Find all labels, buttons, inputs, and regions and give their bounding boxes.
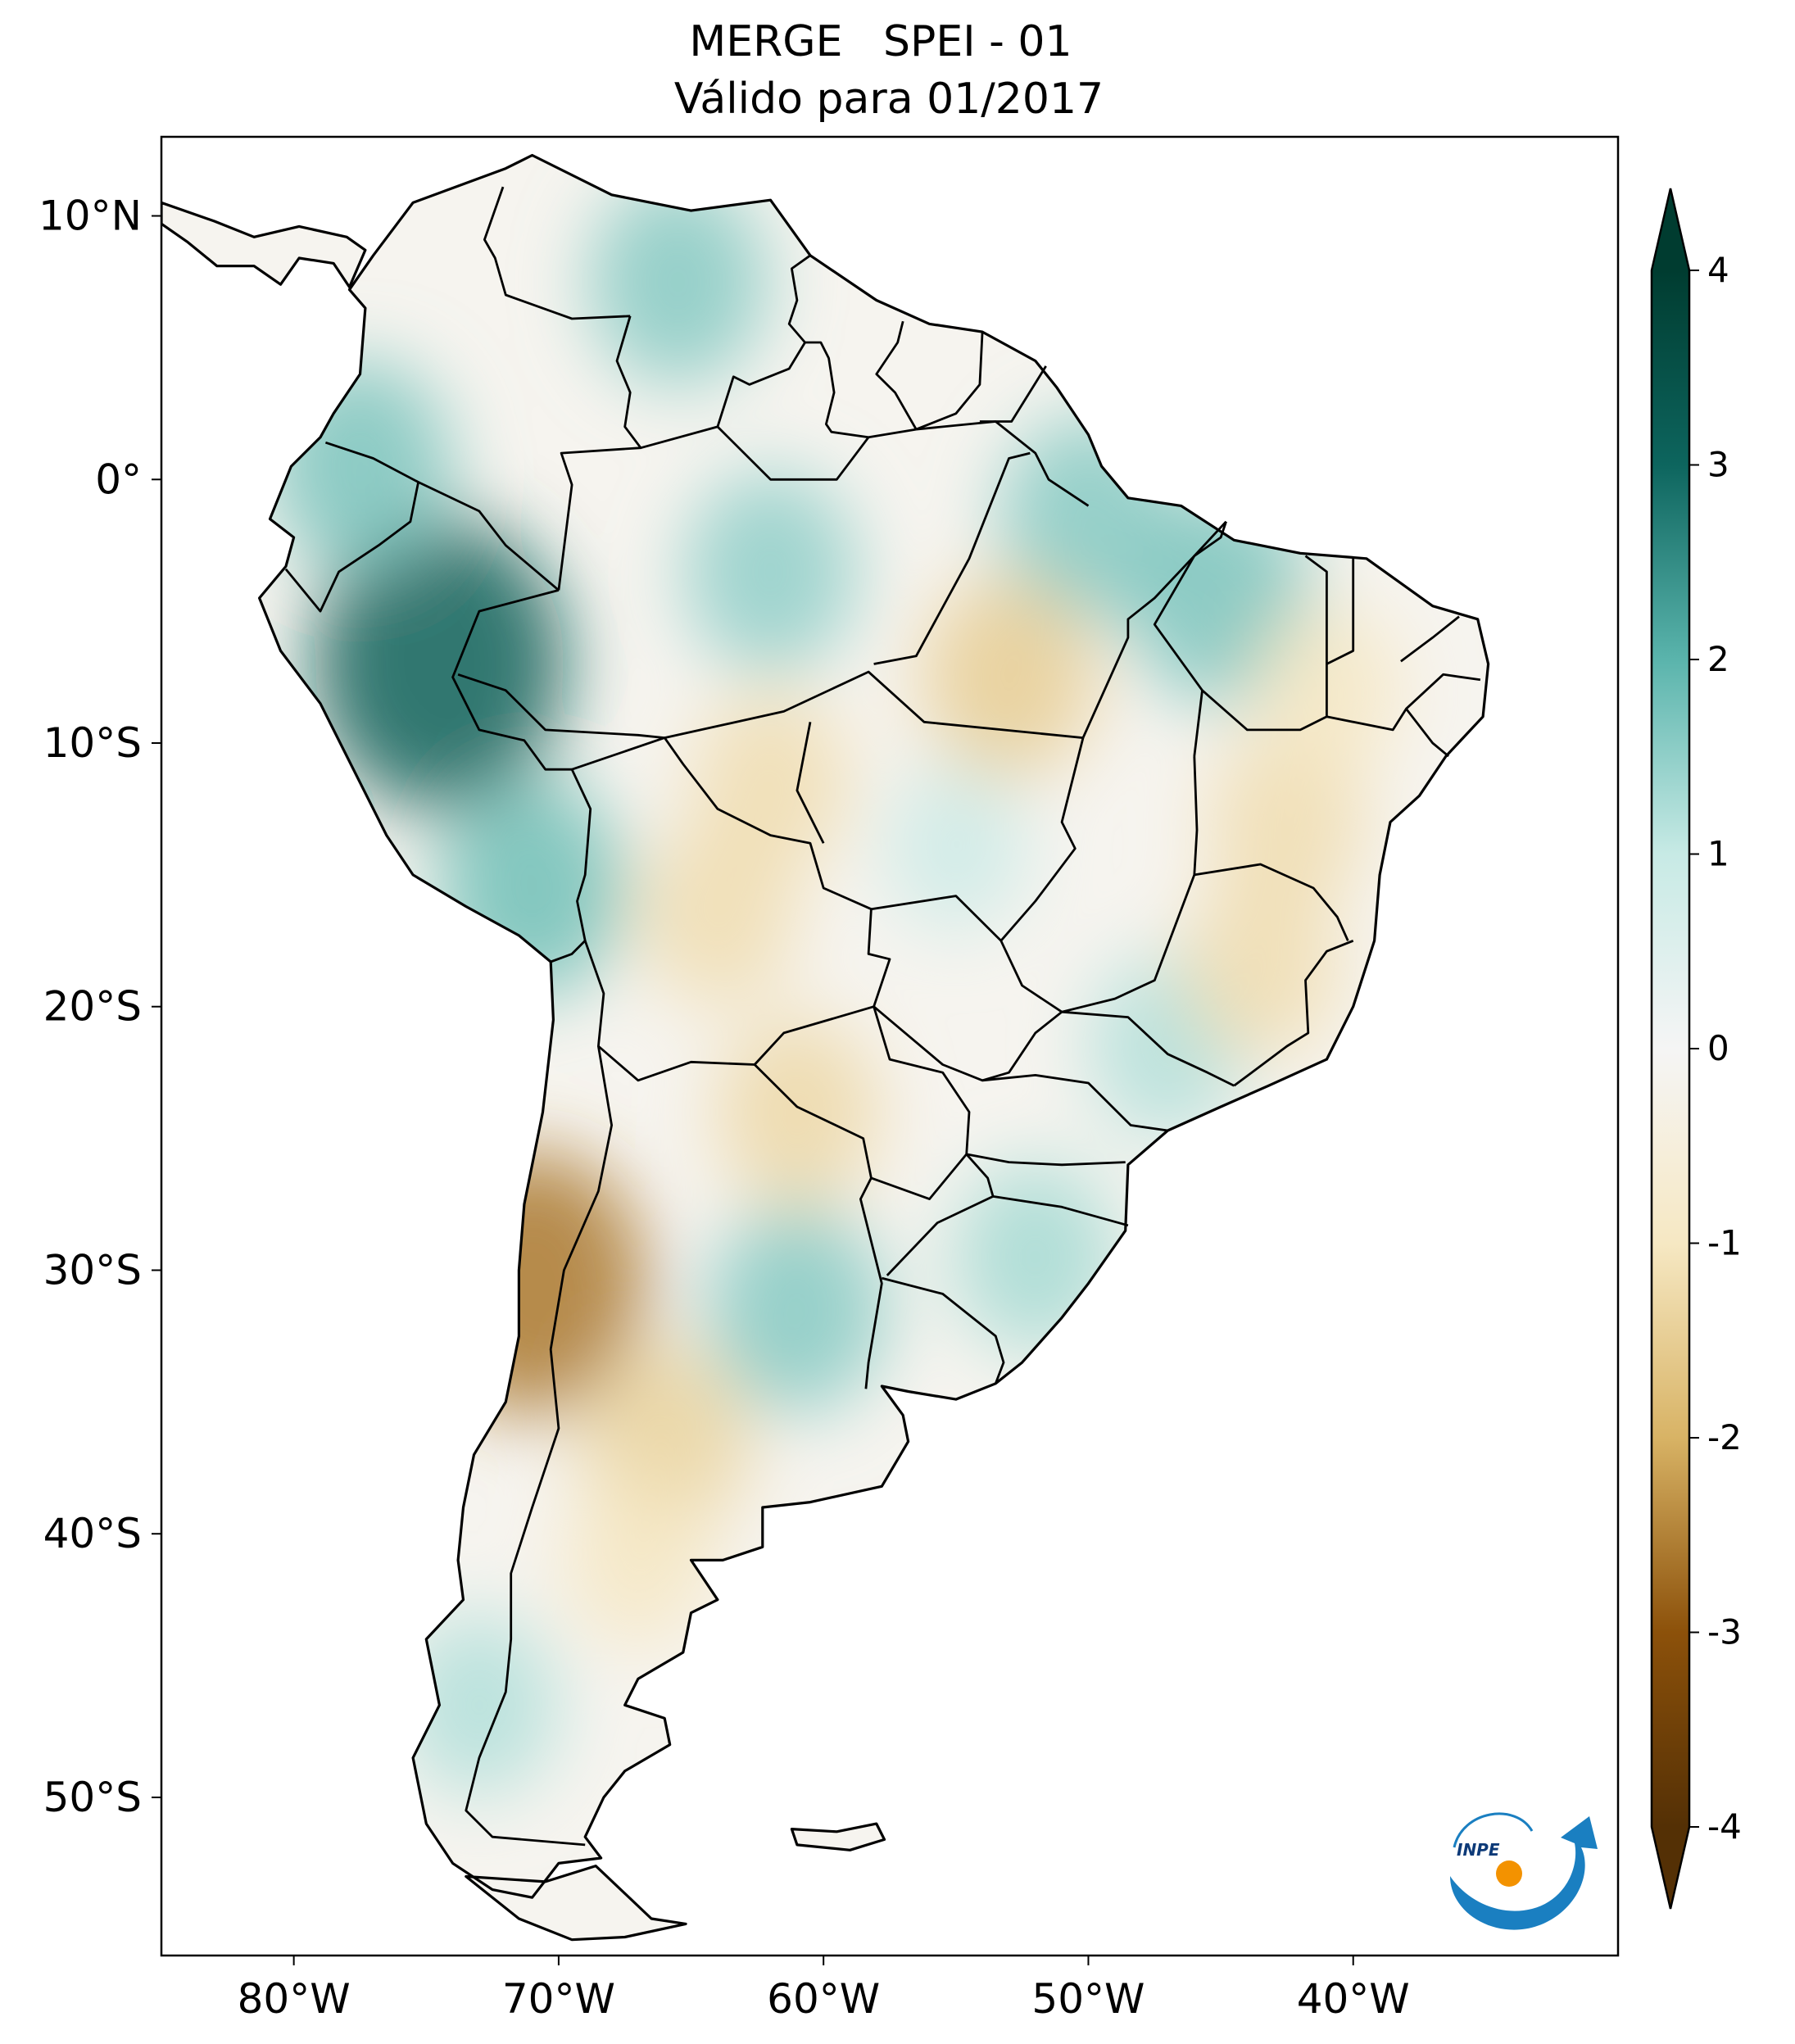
map-title-line1: MERGE SPEI - 01 <box>689 17 1072 66</box>
colorbar-tick-label: 0 <box>1707 1028 1729 1068</box>
logo-swoosh-icon <box>1450 1816 1598 1930</box>
y-tick-label: 10°N <box>39 193 142 240</box>
latitude-axis: 10°N 0° 10°S 20°S 30°S 40°S 50°S <box>39 193 161 1821</box>
internal-border <box>966 1153 1126 1167</box>
internal-border <box>916 420 1090 507</box>
internal-border <box>873 1005 1063 1082</box>
x-tick-label: 60°W <box>767 1975 880 2023</box>
country-borders <box>161 153 1490 1942</box>
internal-border <box>465 1045 613 1847</box>
internal-border <box>557 315 642 591</box>
continent-coastline <box>258 153 1490 1899</box>
internal-border <box>1061 1010 1235 1087</box>
y-tick-label: 50°S <box>43 1774 142 1821</box>
y-tick-label: 20°S <box>43 983 142 1031</box>
tierra-del-fuego-coastline <box>465 1865 687 1942</box>
y-tick-label: 30°S <box>43 1246 142 1294</box>
anomaly-western-amazon <box>314 517 565 811</box>
logo-sun-icon <box>1496 1860 1522 1887</box>
anomaly-mato-grosso <box>884 764 1027 932</box>
anomaly-southern-chile <box>400 1613 558 1797</box>
internal-border <box>284 441 419 613</box>
colorbar-tick-label: -2 <box>1707 1417 1742 1457</box>
internal-border <box>754 1006 971 1200</box>
x-tick-label: 40°W <box>1297 1975 1410 2023</box>
anomaly-northern-argentina <box>708 1206 886 1413</box>
internal-border <box>999 737 1199 1013</box>
colorbar-min-extension <box>1652 1827 1689 1909</box>
logo-label: INPE <box>1457 1840 1500 1860</box>
internal-border <box>1400 615 1460 663</box>
internal-border <box>1081 520 1227 739</box>
colorbar: 4 3 2 1 0 -1 -2 -3 -4 <box>1650 188 1742 1910</box>
internal-border <box>915 332 984 431</box>
anomaly-par-south <box>922 576 1095 778</box>
internal-border <box>981 1074 1168 1132</box>
internal-border <box>1153 521 1227 757</box>
internal-border <box>583 940 874 1082</box>
internal-border <box>1233 939 1354 1087</box>
anomaly-eastern-minas-gerais <box>1181 875 1339 1059</box>
panama-coastline <box>161 201 367 288</box>
internal-border <box>1326 558 1355 665</box>
anomaly-rond-nia <box>691 691 850 875</box>
internal-border <box>716 425 870 481</box>
y-tick-label: 40°S <box>43 1510 142 1557</box>
internal-border <box>787 254 917 439</box>
internal-border <box>664 670 1084 739</box>
inpe-logo: INPE <box>1450 1812 1598 1930</box>
colorbar-tick-label: -3 <box>1707 1612 1742 1652</box>
colorbar-tick-label: 4 <box>1707 250 1729 290</box>
colorbar-tick-label: -1 <box>1707 1223 1742 1263</box>
internal-border <box>457 673 665 739</box>
map-frame <box>160 135 1620 1957</box>
colorbar-ticks: 4 3 2 1 0 -1 -2 -3 -4 <box>1689 250 1742 1847</box>
anomaly-northern-patagonia <box>564 1474 712 1647</box>
internal-border <box>796 722 825 844</box>
anomaly-venezuela <box>589 179 767 385</box>
internal-border <box>859 1177 883 1389</box>
internal-border <box>1194 863 1349 941</box>
internal-border <box>871 895 1002 942</box>
internal-border <box>571 736 891 1008</box>
internal-border <box>640 342 806 450</box>
anomaly-central-amazonas <box>684 470 857 673</box>
colorbar-body <box>1652 270 1689 1827</box>
internal-border <box>875 320 918 430</box>
map-panel <box>160 135 1620 1957</box>
internal-border <box>550 768 592 963</box>
longitude-axis: 80°W 70°W 60°W 50°W 40°W <box>238 1956 1410 2023</box>
x-tick-label: 70°W <box>502 1975 615 2023</box>
y-tick-label: 0° <box>95 455 142 503</box>
colorbar-max-extension <box>1652 188 1689 270</box>
internal-border <box>451 589 573 771</box>
internal-border <box>1405 708 1449 758</box>
y-tick-label: 10°S <box>43 719 142 767</box>
internal-border <box>873 451 1031 665</box>
map-title-line2: Válido para 01/2017 <box>674 75 1104 124</box>
colorbar-tick-label: 2 <box>1707 639 1729 679</box>
internal-border <box>992 1195 1129 1227</box>
colorbar-tick-label: -4 <box>1707 1806 1742 1847</box>
falklands-coastline <box>790 1822 886 1851</box>
colorbar-tick-label: 1 <box>1707 834 1729 874</box>
internal-border <box>881 1276 1005 1385</box>
colorbar-tick-label: 3 <box>1707 445 1729 485</box>
internal-border <box>417 481 560 591</box>
x-tick-label: 50°W <box>1031 1975 1145 2023</box>
internal-border <box>483 186 631 320</box>
logo-orbit-icon <box>1453 1812 1534 1848</box>
x-tick-label: 80°W <box>238 1975 351 2023</box>
anomaly-chaco <box>715 1017 878 1208</box>
